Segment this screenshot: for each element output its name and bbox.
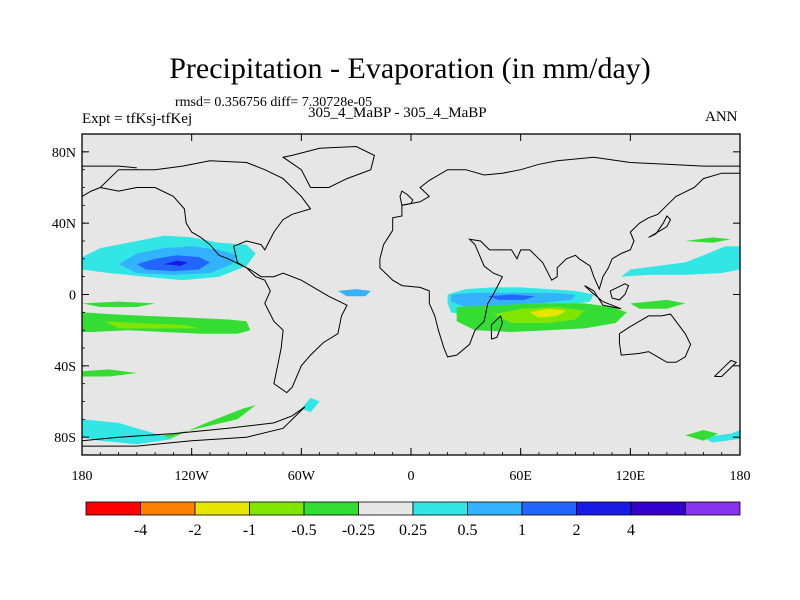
stats-line: rmsd= 0.356756 diff= 7.30728e-05	[175, 95, 373, 110]
y-tick-label: 40N	[52, 217, 76, 232]
colorbar-swatch	[140, 501, 196, 516]
colorbar-label: 0.5	[458, 522, 478, 539]
colorbar-swatch	[249, 501, 305, 516]
colorbar-swatch	[576, 501, 632, 516]
coastline-americas-outline	[99, 160, 348, 394]
colorbar-swatch	[521, 501, 577, 516]
contour-south-america-positive	[337, 289, 371, 297]
colorbar-label: -1	[243, 522, 256, 539]
coastline-borneo-outline	[609, 283, 630, 301]
coastline-uk-outline	[399, 190, 414, 206]
colorbar-label: -2	[188, 522, 201, 539]
x-tick-label: 0	[408, 469, 415, 484]
experiment-label: Expt = tfKsj-tfKej	[82, 111, 193, 127]
y-tick-label: 80S	[54, 431, 76, 446]
colorbar-swatch	[412, 501, 468, 516]
colorbar-label: 0.25	[399, 522, 427, 539]
chart-title: Precipitation - Evaporation (in mm/day)	[169, 52, 651, 85]
contour-west-pacific-band	[621, 246, 740, 277]
coastline-madagascar-outline	[490, 314, 503, 340]
x-tick-label: 120E	[616, 469, 646, 484]
colorbar-label: -0.25	[342, 522, 375, 539]
case-label: 305_4_MaBP - 305_4_MaBP	[308, 105, 487, 121]
contour-south-indian-1	[529, 308, 567, 318]
x-tick-label: 60E	[509, 469, 532, 484]
x-tick-label: 60W	[288, 469, 316, 484]
coastline-alaska-chain-outline	[82, 187, 101, 197]
colorbar-swatch	[85, 501, 141, 516]
contour-southern-ocean-pacific-negative	[82, 369, 137, 377]
coastline-antarctica-outline	[82, 406, 306, 447]
colorbar-swatch	[303, 501, 359, 516]
colorbar-swatch	[685, 501, 741, 516]
coastline-indonesia-outline	[584, 285, 622, 310]
contour-south-pacific-0.5	[103, 321, 201, 329]
coastline-japan-outline	[648, 215, 672, 238]
x-tick-label: 120W	[175, 469, 210, 484]
y-tick-label: 0	[69, 289, 76, 304]
contour-south-atlantic-positive	[301, 397, 320, 413]
colorbar-label: -4	[134, 522, 147, 539]
contour-central-pacific-negative	[82, 301, 156, 307]
coastline-arctic-north-outline	[82, 165, 137, 169]
contour-indian-ocean-2	[487, 294, 536, 300]
contour-southern-east-negative	[685, 430, 719, 441]
y-tick-label: 40S	[54, 360, 76, 375]
colorbar-label: 4	[627, 522, 635, 539]
colorbar-swatch	[194, 501, 250, 516]
coastline-africa-eurasia-outline	[379, 156, 740, 358]
contour-north-pacific-4	[164, 260, 188, 266]
colorbar-swatch	[467, 501, 523, 516]
coastline-australia-outline	[618, 313, 692, 363]
colorbar-swatch	[358, 501, 414, 516]
coastline-new-zealand-outline	[714, 359, 738, 377]
contour-east-pacific-negative-blob	[630, 299, 686, 309]
x-tick-label: 180	[72, 469, 93, 484]
colorbar-swatch	[630, 501, 686, 516]
colorbar-label: 1	[518, 522, 526, 539]
contour-southern-east-positive	[703, 430, 740, 443]
x-tick-label: 180	[730, 469, 751, 484]
contour-arctic-negative-blob	[685, 237, 731, 243]
map-background	[82, 134, 740, 455]
y-tick-label: 80N	[52, 146, 76, 161]
coastline-greenland-outline	[281, 145, 375, 188]
colorbar-label: 2	[573, 522, 581, 539]
season-label: ANN	[705, 109, 738, 125]
colorbar-label: -0.5	[291, 522, 316, 539]
